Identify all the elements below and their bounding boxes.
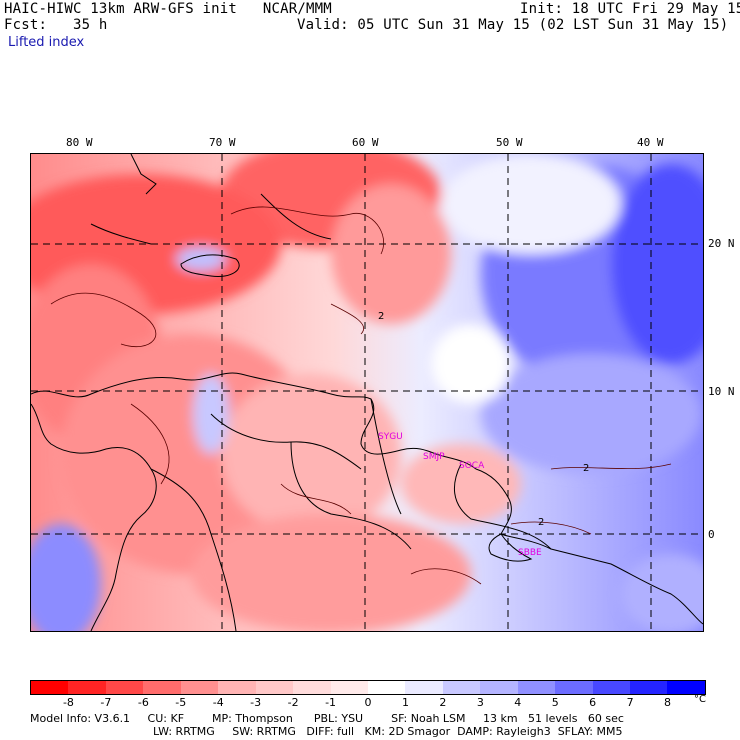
colorbar-tick-label: 5 [551,696,559,709]
field-name: Lifted index [8,35,85,50]
colorbar-swatch [480,681,518,694]
colorbar-tick-label: -4 [212,696,224,709]
colorbar-tick-label: 2 [439,696,447,709]
colorbar-tick-label: 1 [401,696,409,709]
station-sbbe: SBBE [518,548,542,558]
colorbar-swatch [667,681,705,694]
lifted-index-map [30,153,704,632]
colorbar-tick-label: -8 [62,696,74,709]
colorbar-swatch [442,681,481,694]
map-field-svg [31,154,703,631]
colorbar-swatch [31,681,69,694]
lat-label-10n: 10 N [708,385,735,398]
colorbar-tick-label: 3 [476,696,484,709]
colorbar-tick-label: 7 [626,696,634,709]
contour-label: 2 [378,311,385,322]
colorbar-swatch [592,681,630,694]
colorbar-swatch [630,681,668,694]
lon-label-40w: 40 W [637,136,664,149]
lon-label-70w: 70 W [209,136,236,149]
coastlines [31,154,703,631]
colorbar-tick-label: -3 [250,696,262,709]
colorbar-tick-label: -5 [175,696,187,709]
colorbar-tick-label: -1 [325,696,337,709]
lat-label-20n: 20 N [708,237,735,250]
lat-label-equator: 0 [708,528,715,541]
colorbar-tick-label: -7 [100,696,112,709]
station-sygu: SYGU [378,432,403,442]
graticule [31,154,703,631]
colorbar-unit: °C [694,694,706,705]
station-smjp: SMJP [423,452,445,462]
lon-label-80w: 80 W [66,136,93,149]
footer-model-info: Model Info: V3.6.1 CU: KF MP: Thompson P… [30,712,624,725]
model-title: HAIC-HIWC 13km ARW-GFS init NCAR/MMM [4,1,332,17]
footer-physics-info: LW: RRTMG SW: RRTMG DIFF: full KM: 2D Sm… [153,725,623,738]
colorbar-tick-label: -2 [287,696,299,709]
colorbar-swatch [180,681,219,694]
colorbar-tick-label: 6 [589,696,597,709]
colorbar-swatch [405,681,443,694]
valid-time: Valid: 05 UTC Sun 31 May 15 (02 LST Sun … [297,17,729,33]
colorbar-swatch [293,681,331,694]
colorbar-swatch [68,681,106,694]
colorbar-swatch [517,681,556,694]
forecast-hour: Fcst: 35 h [4,17,108,33]
colorbar [30,680,706,695]
field-blobs [31,154,703,631]
colorbar-swatch [367,681,406,694]
init-time: Init: 18 UTC Fri 29 May 15 [520,1,740,17]
colorbar-swatch [218,681,256,694]
lifted-index-contours [50,206,672,585]
colorbar-swatch [330,681,368,694]
station-soca: SOCA [459,461,485,471]
lon-label-60w: 60 W [352,136,379,149]
colorbar-swatch [555,681,593,694]
colorbar-tick-label: 0 [364,696,372,709]
contour-label-east: 2 [583,463,590,474]
colorbar-tick-label: 8 [664,696,672,709]
colorbar-swatch [143,681,181,694]
colorbar-swatch [255,681,294,694]
colorbar-swatch [105,681,144,694]
lon-label-50w: 50 W [496,136,523,149]
colorbar-tick-label: 4 [514,696,522,709]
colorbar-tick-label: -6 [137,696,149,709]
contour-label-south: 2 [538,517,545,528]
